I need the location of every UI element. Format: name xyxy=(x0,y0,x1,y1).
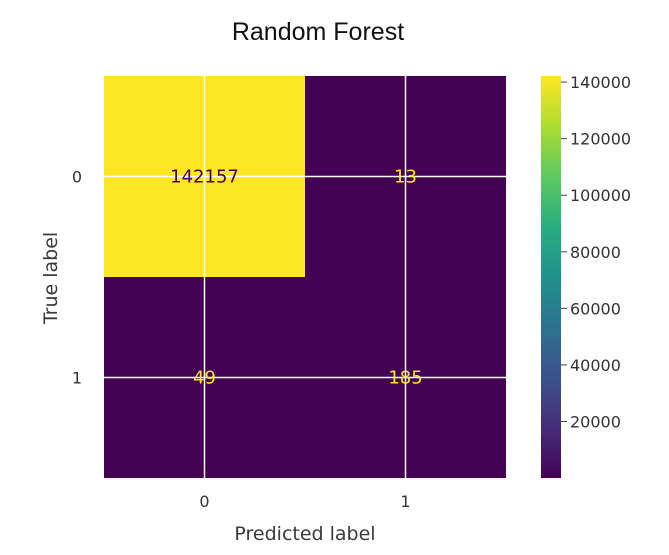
y-tick-label: 0 xyxy=(72,168,82,187)
grid-lines xyxy=(104,76,506,478)
colorbar-tick-label: 140000 xyxy=(570,73,631,92)
cell-value-label: 142157 xyxy=(170,167,239,188)
y-axis-label: True label xyxy=(40,232,62,325)
colorbar-tick-label: 100000 xyxy=(570,186,631,205)
cell-value-label: 49 xyxy=(193,368,216,389)
cell-value-label: 185 xyxy=(388,368,422,389)
colorbar-tick-label: 60000 xyxy=(570,299,621,318)
x-tick-label: 1 xyxy=(400,492,410,511)
colorbar-tick-label: 20000 xyxy=(570,412,621,431)
y-axis-ticks: 01 xyxy=(72,168,82,388)
colorbar-ticks: 20000 40000 60000 80000 100000 120000 140000 xyxy=(561,73,631,431)
colorbar xyxy=(541,76,561,478)
x-axis-label: Predicted label xyxy=(234,523,375,545)
cell-value-label: 13 xyxy=(394,167,417,188)
chart-title: Random Forest xyxy=(232,18,404,46)
y-tick-label: 1 xyxy=(72,369,82,388)
colorbar-tick-label: 40000 xyxy=(570,356,621,375)
colorbar-tick-label: 120000 xyxy=(570,130,631,149)
x-tick-label: 0 xyxy=(199,492,209,511)
colorbar-tick-label: 80000 xyxy=(570,243,621,262)
heatmap-cells xyxy=(104,76,506,478)
cell-value-labels: 142157 13 49 185 xyxy=(170,167,423,389)
